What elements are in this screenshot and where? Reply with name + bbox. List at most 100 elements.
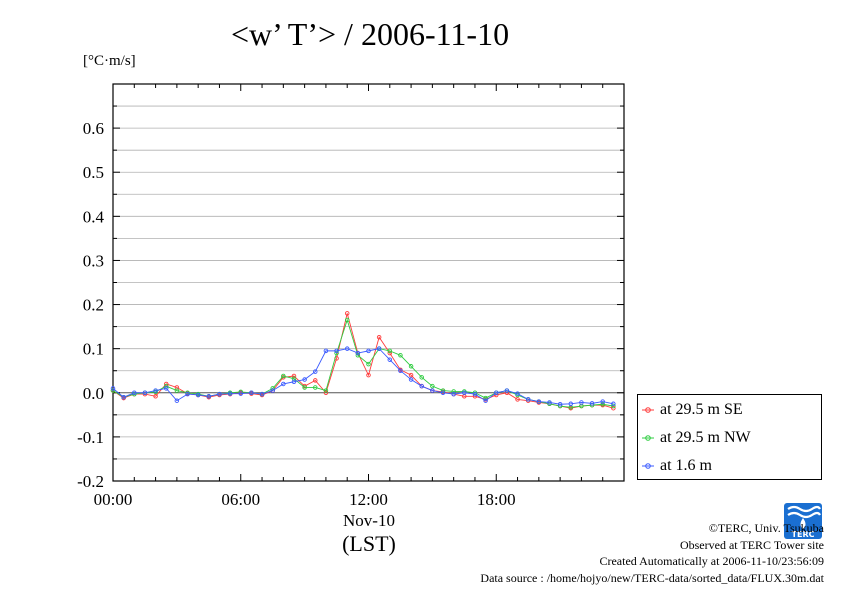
credit-copyright: ©TERC, Univ. Tsukuba	[708, 521, 824, 535]
series-se-point	[366, 372, 371, 378]
series-se-point	[611, 405, 616, 411]
series-se-point	[408, 372, 414, 378]
credit-source: Data source : /home/hojyo/new/TERC-data/…	[480, 570, 824, 585]
series-low-point	[227, 391, 233, 396]
series-nw-point	[398, 353, 403, 358]
series-low-point	[217, 391, 222, 397]
credit-created: Created Automatically at 2006-11-10/23:5…	[599, 554, 824, 568]
series-low-point	[355, 350, 361, 356]
series-low-point	[366, 348, 371, 354]
series-low-point	[589, 401, 595, 406]
series-low-point	[483, 398, 488, 403]
y-tick-label: 0.5	[83, 163, 104, 182]
y-tick-label: 0.2	[83, 296, 104, 315]
series-low-point	[153, 388, 158, 393]
series-low-point	[142, 390, 148, 396]
series-low-point	[110, 386, 116, 391]
y-tick-label: 0.3	[83, 251, 104, 270]
chart-title: <w’ T’> / 2006-11-10	[230, 16, 510, 52]
x-tick-label: 06:00	[221, 490, 260, 509]
credits-block: ©TERC, Univ. Tsukuba Observed at TERC To…	[480, 520, 824, 586]
series-low-point	[515, 391, 520, 396]
series-low-point	[185, 391, 190, 397]
series-low-point	[259, 391, 265, 397]
series-low-point	[525, 397, 531, 402]
terc-logo-icon: TERC	[784, 503, 822, 539]
series-se-point	[344, 311, 350, 316]
series-low-point	[387, 357, 393, 362]
y-axis-unit-label: [°C·m/s]	[83, 53, 136, 69]
series-low-point	[408, 377, 414, 382]
series-low-point	[121, 394, 126, 400]
x-axis-timezone-label: (LST)	[342, 531, 396, 556]
series-nw-point	[387, 348, 393, 354]
series-low-point	[323, 348, 329, 354]
y-tick-label: -0.1	[77, 428, 104, 447]
series-nw-point	[419, 375, 424, 380]
series-low-point	[472, 391, 478, 397]
series-nw-point	[313, 385, 318, 390]
series-nw-point	[281, 373, 286, 379]
series-low-point	[291, 379, 297, 385]
legend: at 29.5 m SE at 29.5 m NW at 1.6 m	[637, 394, 822, 480]
series-se-point	[376, 334, 382, 340]
series-low-point	[451, 391, 456, 397]
series-nw-point	[611, 403, 616, 409]
series-low-point	[600, 399, 605, 404]
x-tick-label: 00:00	[94, 490, 133, 509]
series-nw-point	[323, 388, 329, 393]
series-low-point	[163, 386, 169, 391]
series-low-point	[462, 390, 467, 396]
credit-observed: Observed at TERC Tower site	[679, 537, 824, 552]
series-low-point	[249, 390, 254, 396]
series-se-point	[313, 378, 318, 383]
series-low-point	[536, 399, 542, 404]
legend-marker-nw	[642, 435, 654, 441]
series-low-point	[238, 391, 243, 396]
series-low-point	[611, 401, 616, 407]
series-low-point	[302, 377, 307, 382]
series-low-point	[334, 348, 339, 354]
grid-lines	[113, 105, 624, 460]
x-tick-label: 12:00	[349, 490, 388, 509]
series-low-point	[281, 381, 286, 387]
series-nw-point	[366, 361, 371, 367]
series-nw-point	[483, 395, 488, 401]
x-axis-date-label: Nov-10	[343, 511, 395, 530]
series-nw-point	[344, 317, 350, 323]
series-low-point	[430, 388, 435, 393]
legend-label-se: at 29.5 m SE	[660, 401, 743, 418]
series-low-point	[132, 390, 137, 396]
series-nw-point	[174, 388, 180, 393]
series-se-point	[291, 373, 297, 379]
series-low-point	[504, 388, 510, 393]
series-low-point	[270, 388, 275, 393]
y-tick-label: 0.6	[83, 119, 104, 138]
series-low-point	[568, 401, 574, 407]
series-nw-point	[291, 376, 297, 381]
data-series	[110, 311, 616, 411]
series-se-point	[153, 394, 158, 399]
series-se-point	[515, 397, 520, 402]
series-nw-point	[408, 364, 414, 369]
series-low-point	[174, 398, 180, 403]
series-low-point	[557, 401, 563, 407]
series-low-point	[398, 368, 403, 373]
series-low-point	[376, 346, 382, 351]
series-nw-point	[600, 401, 605, 407]
series-low-point	[344, 346, 350, 351]
series-se-point	[174, 385, 180, 390]
series-low-point	[195, 392, 201, 398]
logo-text: TERC	[792, 530, 815, 539]
series-low-point	[494, 390, 499, 396]
legend-label-nw: at 29.5 m NW	[660, 429, 751, 446]
series-low-point	[579, 400, 584, 405]
y-tick-label: 0.0	[83, 384, 104, 403]
series-low-point	[419, 383, 424, 389]
y-tick-label: 0.1	[83, 340, 104, 359]
series-nw-point	[451, 389, 456, 394]
series-low-point	[547, 400, 552, 405]
tick-labels: -0.2 -0.1 0.0 0.1 0.2 0.3 0.4 0.5 0.6 00:00 06:00 1…	[77, 119, 516, 509]
series-nw-point	[430, 383, 435, 389]
